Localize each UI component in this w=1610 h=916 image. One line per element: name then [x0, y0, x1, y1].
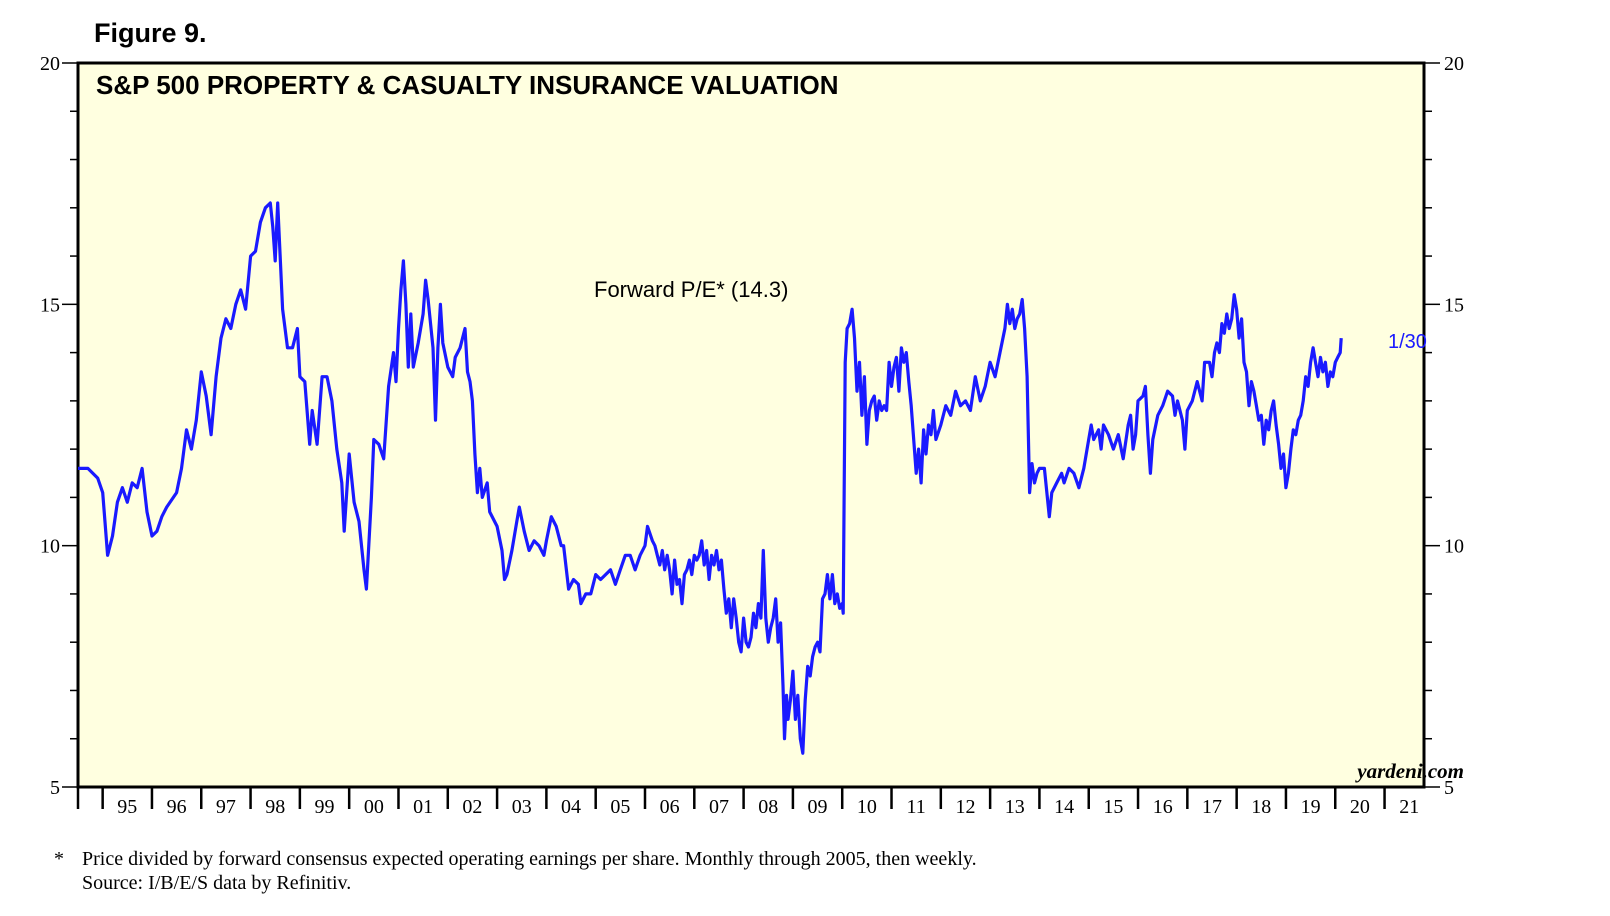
x-tick-label: 96: [167, 796, 187, 818]
figure-label: Figure 9.: [94, 18, 207, 48]
forward-pe-series-line: [78, 201, 1343, 755]
y-axis-right-labels: 5 10 15 20: [1444, 53, 1464, 799]
x-tick-label: 21: [1399, 796, 1419, 818]
x-tick-label: 03: [512, 796, 532, 818]
y-tick-label-right: 10: [1444, 536, 1464, 558]
x-tick-label: 06: [660, 796, 680, 818]
x-tick-label: 95: [117, 796, 137, 818]
y-tick-label-left: 5: [50, 777, 60, 799]
x-tick-label: 98: [265, 796, 285, 818]
y-tick-label-left: 10: [40, 536, 60, 558]
chart-title: S&P 500 PROPERTY & CASUALTY INSURANCE VA…: [96, 70, 839, 100]
y-tick-label-left: 15: [40, 294, 60, 316]
x-tick-label: 05: [610, 796, 630, 818]
y-axis-left-labels: 5 10 15 20: [40, 53, 60, 799]
plot-background: [76, 61, 1426, 789]
x-tick-label: 12: [955, 796, 975, 818]
y-tick-label-right: 15: [1444, 294, 1464, 316]
last-date-label: 1/30: [1388, 331, 1427, 353]
y-tick-label-left: 20: [40, 53, 60, 75]
x-tick-label: 18: [1251, 796, 1271, 818]
x-tick-label: 01: [413, 796, 433, 818]
x-axis-labels: 95 96 97 98 99 00 01 02 03 04 05 06 07 08 09 10 11 12 13 14…: [117, 796, 1419, 818]
x-tick-label: 97: [216, 796, 236, 818]
x-tick-label: 17: [1202, 796, 1222, 818]
x-tick-label: 11: [907, 796, 926, 818]
x-tick-label: 14: [1054, 796, 1074, 818]
y-tick-label-right: 20: [1444, 53, 1464, 75]
x-tick-label: 13: [1005, 796, 1025, 818]
x-tick-label: 00: [364, 796, 384, 818]
x-tick-label: 09: [808, 796, 828, 818]
x-tick-label: 08: [758, 796, 778, 818]
x-tick-label: 15: [1103, 796, 1123, 818]
x-tick-label: 99: [315, 796, 335, 818]
x-tick-label: 19: [1301, 796, 1321, 818]
footnote: * Price divided by forward consensus expe…: [54, 847, 977, 895]
series-annotation: Forward P/E* (14.3): [594, 277, 788, 302]
source-credit: yardeni.com: [1354, 759, 1464, 783]
x-tick-label: 07: [709, 796, 729, 818]
y-tick-label-right: 5: [1444, 777, 1454, 799]
x-tick-label: 20: [1350, 796, 1370, 818]
x-tick-label: 02: [462, 796, 482, 818]
x-tick-label: 10: [857, 796, 877, 818]
footnote-line-2: Source: I/B/E/S data by Refinitiv.: [82, 872, 352, 894]
footnote-marker: *: [54, 848, 64, 870]
x-tick-label: 16: [1153, 796, 1173, 818]
footnote-line-1: Price divided by forward consensus expec…: [82, 848, 977, 870]
x-tick-label: 04: [561, 796, 581, 818]
axis-ticks: [62, 62, 1440, 809]
